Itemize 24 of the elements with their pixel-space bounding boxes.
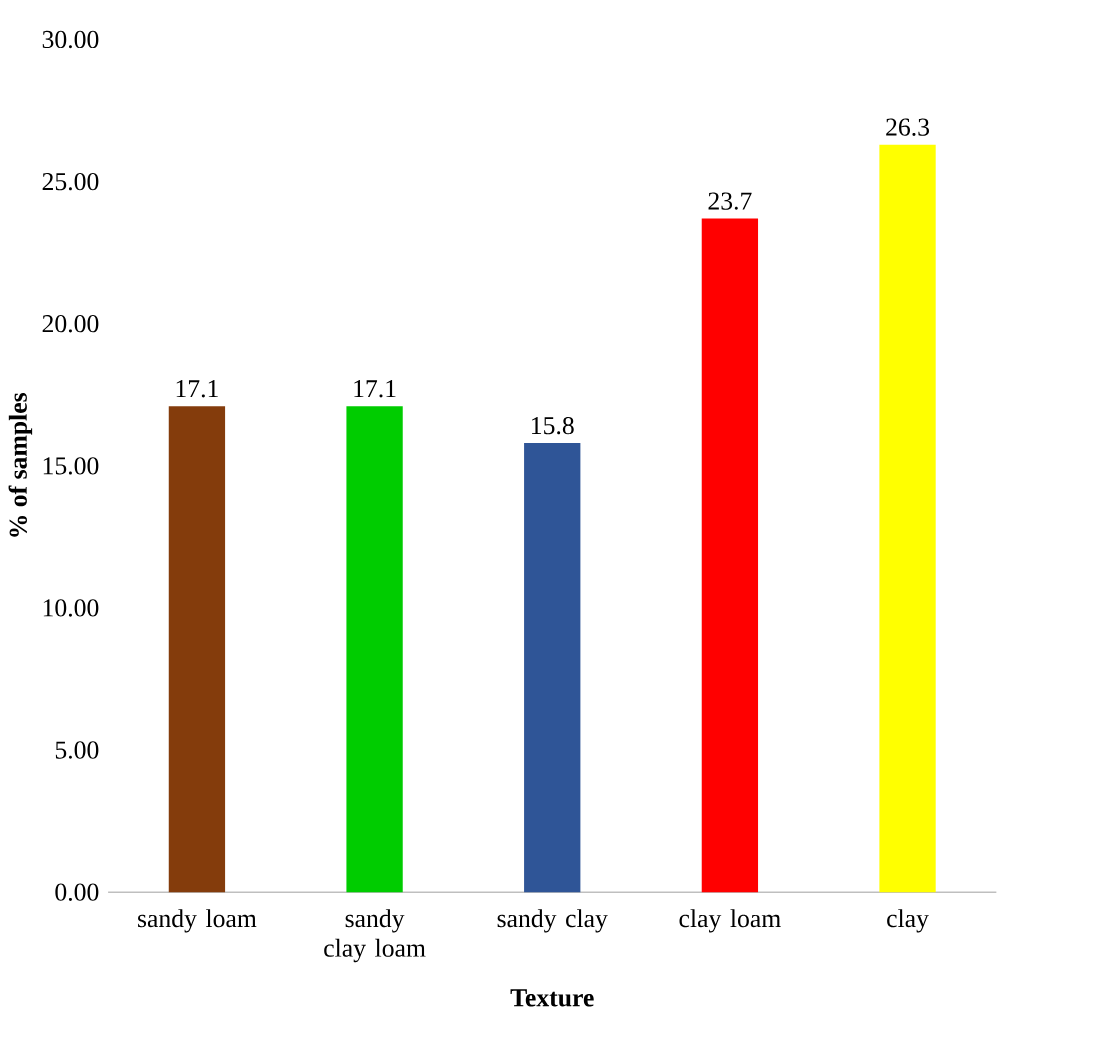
- data-label: 17.1: [176, 379, 218, 398]
- y-tick-label: 20.00: [42, 314, 99, 333]
- x-tick-label: sandy clay: [497, 908, 608, 933]
- y-tick-label: 30.00: [42, 30, 99, 49]
- data-label: 17.1: [354, 379, 396, 398]
- x-tick-label: sandy clay loam: [324, 908, 426, 962]
- bar: [524, 442, 581, 893]
- y-tick-label: 15.00: [43, 456, 99, 475]
- x-tick-label: clay: [887, 908, 929, 933]
- x-tick-label: clay loam: [679, 908, 781, 933]
- bar: [346, 405, 403, 893]
- bar: [879, 144, 936, 893]
- y-tick-label: 10.00: [43, 599, 99, 617]
- bar: [701, 218, 759, 893]
- x-axis-title: Texture: [510, 989, 594, 1007]
- data-label: 23.7: [708, 192, 752, 210]
- y-tick-label: 25.00: [42, 172, 99, 191]
- x-tick-label: sandy loam: [138, 908, 257, 933]
- data-label: 26.3: [886, 118, 930, 136]
- bar: [168, 405, 226, 893]
- y-tick-label: 5.00: [55, 741, 99, 759]
- y-axis-title: % of samples: [8, 392, 33, 537]
- y-tick-label: 0.00: [55, 883, 99, 901]
- data-label: 15.8: [532, 416, 574, 435]
